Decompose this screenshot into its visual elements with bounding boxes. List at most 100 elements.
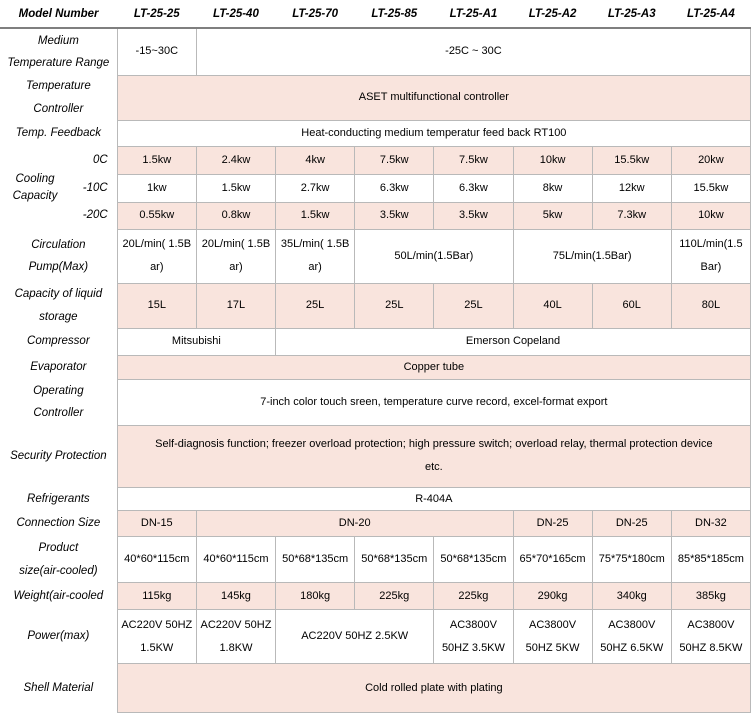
cooling-capacity-minus20c-value: 3.5kw <box>354 201 435 230</box>
cooling-capacity-minus10c-value: 6.3kw <box>354 173 435 203</box>
cooling-capacity-0c-value: 10kw <box>512 145 593 175</box>
circulation-pump-row: Circulation Pump(Max) 20L/min( 1.5B ar) 20… <box>0 228 751 284</box>
liquid-storage-capacity-value: 25L <box>354 282 435 329</box>
medium-temperature-range-label: Medium Temperature Range <box>0 28 118 75</box>
liquid-storage-capacity-label: Capacity of liquid storage <box>0 283 118 328</box>
circulation-pump-value: 110L/min(1.5 Bar) <box>670 228 751 284</box>
operating-controller-row: Operating Controller 7-inch color touch s… <box>0 378 751 426</box>
circulation-pump-value: 20L/min( 1.5B ar) <box>195 228 277 284</box>
model-header-row: Model Number LT-25-25 LT-25-40 LT-25-70 LT-2… <box>0 0 751 29</box>
cooling-capacity-minus10c-value: 1kw <box>116 173 197 203</box>
weight-value: 225kg <box>354 582 435 611</box>
circulation-pump-value: 75L/min(1.5Bar) <box>512 228 672 284</box>
circulation-pump-value: 50L/min(1.5Bar) <box>354 228 514 284</box>
weight-value: 340kg <box>591 582 672 611</box>
model-column-header: LT-25-A4 <box>671 0 751 29</box>
cooling-capacity-minus10c-value: 12kw <box>591 173 672 203</box>
shell-material-value: Cold rolled plate with plating <box>116 663 751 714</box>
group-title: Cooling Capacity <box>12 172 58 202</box>
cooling-capacity-minus10c-value: 15.5kw <box>670 173 751 203</box>
cooling-capacity-minus20c-row: 0.55kw 0.8kw 1.5kw 3.5kw 3.5kw 5kw 7.3kw 10kw <box>0 201 751 230</box>
connection-size-value: DN-25 <box>591 510 672 538</box>
weight-value: 145kg <box>195 582 277 611</box>
product-size-value: 50*68*135cm <box>275 536 356 584</box>
circulation-pump-value: 20L/min( 1.5B ar) <box>116 228 197 284</box>
compressor-label: Compressor <box>0 328 118 355</box>
model-column-header: LT-25-70 <box>275 0 355 29</box>
cooling-capacity-group-label: Cooling Capacity 0C -10C -20C <box>0 146 118 229</box>
weight-row: Weight(air-cooled 115kg 145kg 180kg 225kg 225… <box>0 582 751 611</box>
product-size-value: 50*68*135cm <box>433 536 514 584</box>
cooling-capacity-minus20c-value: 0.8kw <box>195 201 277 230</box>
liquid-storage-capacity-value: 60L <box>591 282 672 329</box>
evaporator-value: Copper tube <box>116 354 751 380</box>
cooling-capacity-minus10c-value: 6.3kw <box>433 173 514 203</box>
temperature-controller-label: Temperature Controller <box>0 75 118 120</box>
cooling-capacity-minus10c-row: 1kw 1.5kw 2.7kw 6.3kw 6.3kw 8kw 12kw 15.5kw <box>0 173 751 203</box>
power-max-label: Power(max) <box>0 609 118 664</box>
temp-feedback-value: Heat-conducting medium temperatur feed b… <box>116 119 751 147</box>
weight-value: 180kg <box>275 582 356 611</box>
medium-temperature-range-row: Medium Temperature Range -15~30C -25C ~ 30… <box>0 27 751 76</box>
connection-size-value: DN-32 <box>670 510 751 538</box>
temperature-controller-row: Temperature Controller ASET multifunction… <box>0 74 751 121</box>
power-max-value: AC3800V 50HZ 6.5KW <box>591 609 672 665</box>
compressor-row: Compressor Mitsubishi Emerson Copeland <box>0 327 751 356</box>
product-size-value: 40*60*115cm <box>116 536 197 584</box>
liquid-storage-capacity-value: 80L <box>670 282 751 329</box>
liquid-storage-capacity-value: 17L <box>195 282 277 329</box>
shell-material-label: Shell Material <box>0 663 118 713</box>
power-max-value: AC3800V 50HZ 3.5KW <box>433 609 514 665</box>
model-column-header: LT-25-25 <box>117 0 197 29</box>
product-size-value: 65*70*165cm <box>512 536 593 584</box>
group-sub-labels: 0C -10C -20C <box>65 146 117 229</box>
cooling-capacity-minus20c-value: 1.5kw <box>275 201 356 230</box>
connection-size-value: DN-25 <box>512 510 593 538</box>
cooling-capacity-0c-value: 15.5kw <box>591 145 672 175</box>
cooling-capacity-0c-value: 7.5kw <box>354 145 435 175</box>
spec-table-header: Model Number LT-25-25 LT-25-40 LT-25-70 LT-2… <box>0 0 751 29</box>
group-sub-label: -10C <box>82 181 108 194</box>
cooling-capacity-0c-value: 4kw <box>275 145 356 175</box>
temp-feedback-row: Temp. Feedback Heat-conducting medium tem… <box>0 119 751 147</box>
refrigerants-label: Refrigerants <box>0 487 118 511</box>
cooling-capacity-0c-value: 2.4kw <box>195 145 277 175</box>
refrigerants-row: Refrigerants R-404A <box>0 486 751 512</box>
refrigerants-value: R-404A <box>116 486 751 512</box>
model-number-header: Model Number <box>0 0 118 29</box>
weight-value: 290kg <box>512 582 593 611</box>
cooling-capacity-minus10c-value: 1.5kw <box>195 173 277 203</box>
product-size-value: 75*75*180cm <box>591 536 672 584</box>
cooling-capacity-minus20c-value: 10kw <box>670 201 751 230</box>
model-column-header: LT-25-A2 <box>513 0 593 29</box>
model-column-header: LT-25-85 <box>354 0 434 29</box>
cooling-capacity-minus20c-value: 7.3kw <box>591 201 672 230</box>
power-max-row: Power(max) AC220V 50HZ 1.5KW AC220V 50HZ 1… <box>0 609 751 665</box>
weight-value: 115kg <box>116 582 197 611</box>
cooling-capacity-group: Cooling Capacity 0C -10C -20C <box>0 146 117 229</box>
cooling-capacity-0c-value: 20kw <box>670 145 751 175</box>
cooling-capacity-0c-value: 7.5kw <box>433 145 514 175</box>
circulation-pump-value: 35L/min( 1.5B ar) <box>275 228 356 284</box>
security-protection-value: Self-diagnosis function; freezer overloa… <box>116 424 751 488</box>
product-size-value: 50*68*135cm <box>354 536 435 584</box>
operating-controller-label: Operating Controller <box>0 379 118 425</box>
liquid-storage-capacity-value: 25L <box>433 282 514 329</box>
compressor-value: Emerson Copeland <box>275 327 751 356</box>
power-max-value: AC220V 50HZ 1.5KW <box>116 609 197 665</box>
connection-size-value: DN-20 <box>195 510 514 538</box>
power-max-value: AC3800V 50HZ 8.5KW <box>670 609 751 665</box>
medium-temperature-range-value: -15~30C <box>116 27 197 76</box>
connection-size-row: Connection Size DN-15 DN-20 DN-25 DN-25 DN-32 <box>0 510 751 538</box>
product-size-label: Product size(air-cooled) <box>0 536 118 583</box>
power-max-value: AC220V 50HZ 2.5KW <box>275 609 435 665</box>
connection-size-value: DN-15 <box>116 510 197 538</box>
spec-table-body: Medium Temperature Range -15~30C -25C ~ 30… <box>0 27 751 714</box>
operating-controller-value: 7-inch color touch sreen, temperature cu… <box>116 378 751 426</box>
product-size-value: 40*60*115cm <box>195 536 277 584</box>
evaporator-row: Evaporator Copper tube <box>0 354 751 380</box>
security-protection-row: Security Protection Self-diagnosis functi… <box>0 424 751 488</box>
cooling-capacity-minus20c-value: 0.55kw <box>116 201 197 230</box>
weight-label: Weight(air-cooled <box>0 582 118 610</box>
